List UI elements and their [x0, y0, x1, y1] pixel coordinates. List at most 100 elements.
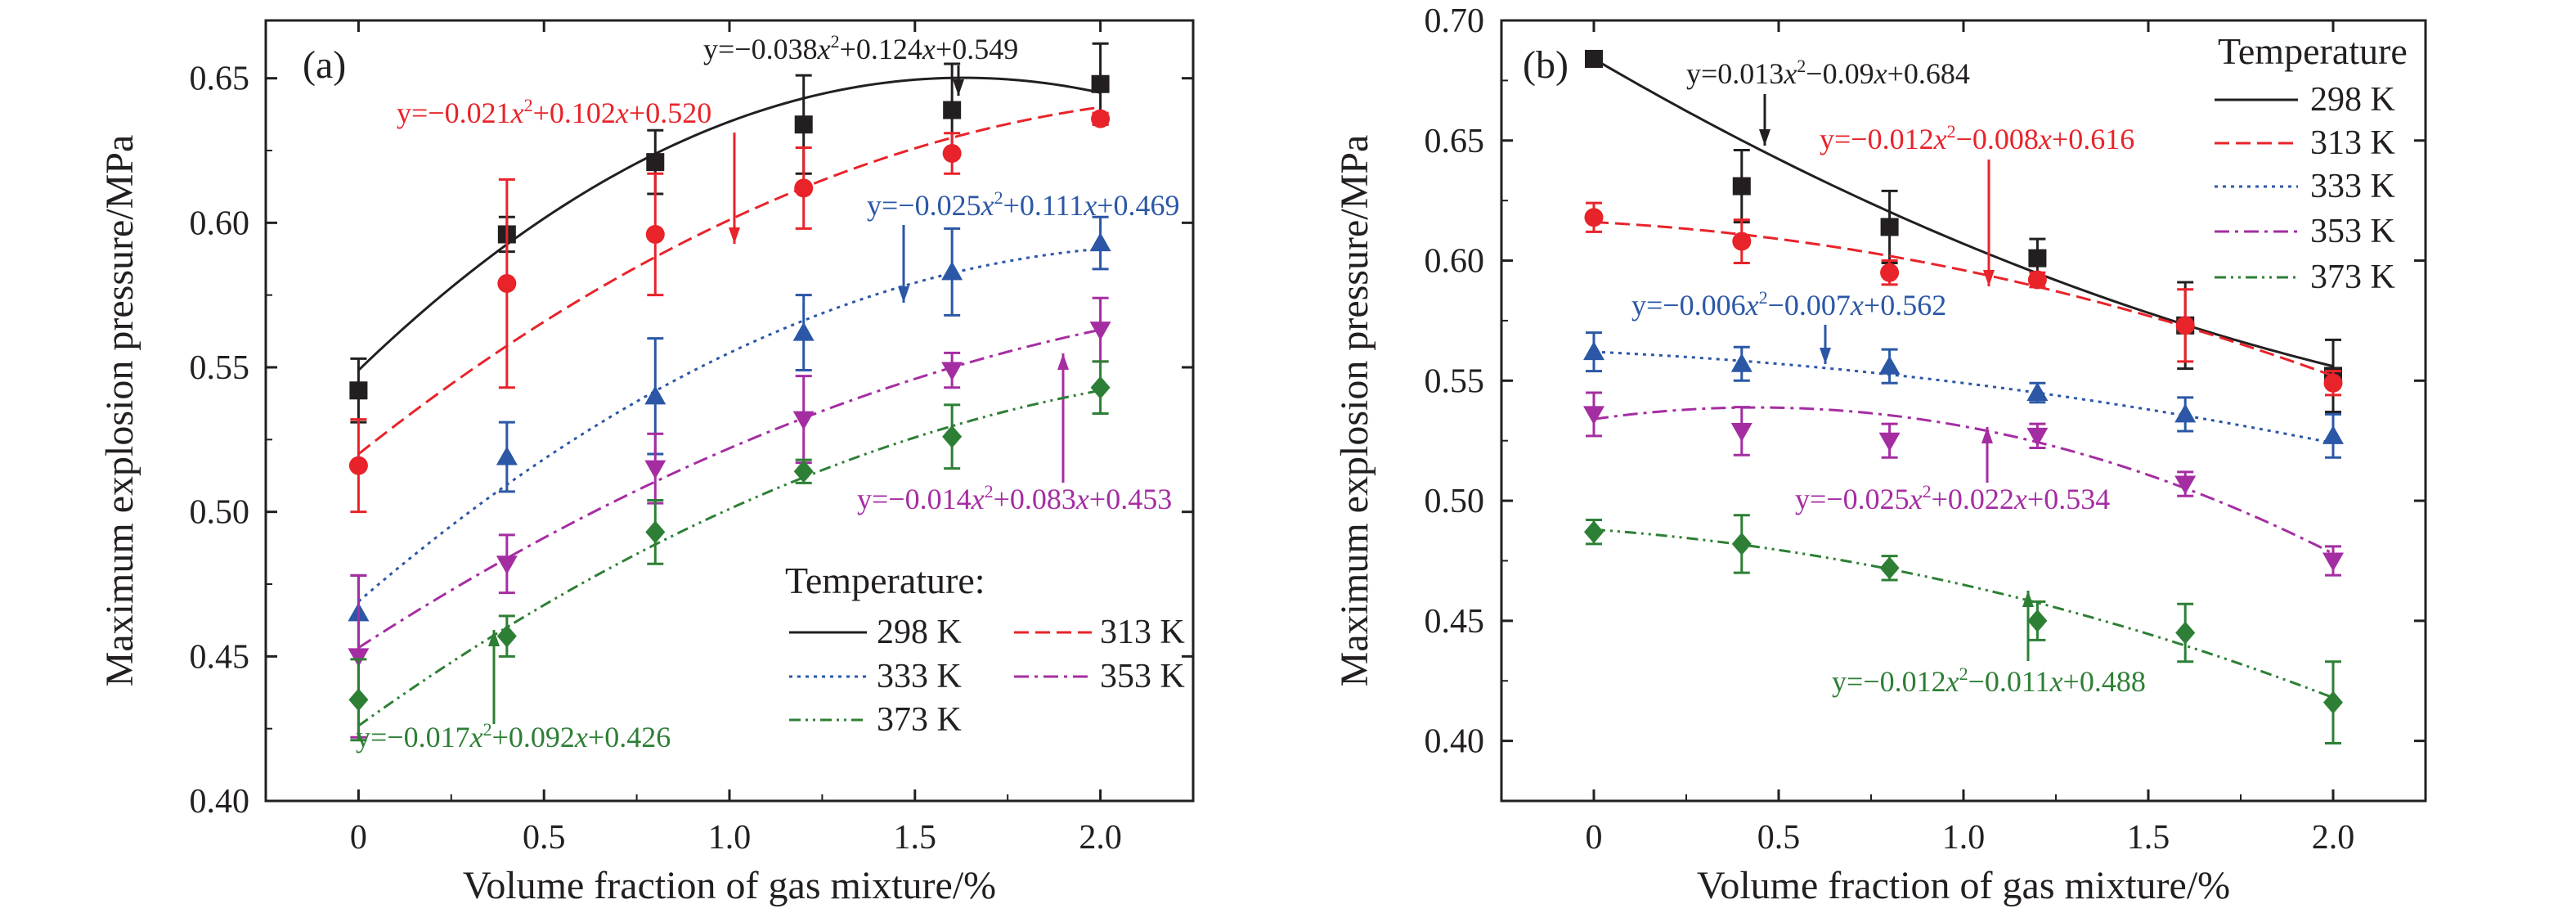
fit-equation: y=−0.012x2−0.011x+0.488: [1832, 663, 2146, 698]
arrow-head: [898, 286, 909, 303]
data-point: [1732, 177, 1751, 196]
data-point: [1089, 232, 1111, 252]
fit-curve: [1593, 406, 2334, 555]
data-point: [2027, 609, 2048, 632]
data-point: [2322, 552, 2344, 572]
y-tick-label: 0.45: [190, 638, 250, 676]
legend-label: 373 K: [2310, 259, 2395, 296]
data-point: [496, 624, 517, 648]
panel-b: 0 0.5 1.0 1.5 2.0 0.40 0.45 0.50 0.55 0.60 0.65 0.7…: [1333, 2, 2427, 907]
legend-label: 373 K: [877, 701, 962, 739]
data-point: [794, 115, 813, 134]
fit-curve: [357, 76, 1101, 371]
x-tick-label: 2.0: [2312, 819, 2355, 857]
y-tick-label: 0.50: [190, 494, 250, 532]
data-point: [1730, 353, 1752, 372]
data-point: [1730, 422, 1752, 442]
data-point: [1091, 74, 1110, 93]
data-point: [1090, 376, 1111, 399]
arrow-head: [2022, 591, 2034, 607]
data-point: [2026, 381, 2049, 401]
series-353-k: y=−0.025x2+0.022x+0.534: [1583, 391, 2344, 577]
legend-title: Temperature:: [785, 560, 985, 601]
legend-label: 353 K: [2310, 213, 2395, 250]
data-point: [349, 381, 368, 400]
fit-equation: y=−0.012x2−0.008x+0.616: [1820, 121, 2134, 155]
data-point: [496, 446, 518, 465]
y-tick-label: 0.40: [190, 783, 250, 821]
legend-label: 298 K: [877, 614, 962, 651]
arrow-head: [729, 227, 740, 244]
data-point: [645, 520, 666, 544]
data-point: [1878, 355, 1901, 375]
x-tick-label: 1.5: [2127, 819, 2170, 857]
x-tick-label: 1.0: [708, 819, 752, 857]
arrow-head: [1057, 353, 1069, 370]
arrow-head: [1983, 270, 1995, 286]
data-point: [1089, 322, 1111, 341]
data-point: [1880, 263, 1900, 282]
data-point: [1583, 406, 1604, 425]
data-point: [2322, 425, 2344, 444]
data-point: [792, 322, 815, 341]
data-point: [942, 144, 962, 164]
data-point: [793, 460, 814, 483]
data-point: [644, 385, 666, 405]
fit-curve: [357, 328, 1101, 649]
data-point: [646, 153, 665, 172]
y-tick-label: 0.55: [1425, 362, 1485, 400]
fit-curve: [1593, 528, 2334, 699]
legend-label: 353 K: [1100, 658, 1185, 695]
y-tick-label: 0.45: [1425, 603, 1485, 641]
series-298-k: y=−0.038x2+0.124x+0.549: [349, 31, 1110, 424]
series-373-k: y=−0.012x2−0.011x+0.488: [1584, 514, 2343, 745]
fit-curve: [1593, 221, 2334, 377]
fit-curve: [357, 389, 1101, 727]
fit-curve: [1593, 350, 2334, 445]
series-313-k: y=−0.012x2−0.008x+0.616: [1584, 121, 2343, 397]
data-point: [1731, 532, 1752, 555]
series-333-k: y=−0.025x2+0.111x+0.469: [348, 187, 1180, 652]
data-point: [1584, 208, 1604, 227]
x-tick-label: 2.0: [1079, 819, 1122, 857]
fit-equation: y=−0.017x2+0.092x+0.426: [356, 719, 671, 753]
data-point: [2027, 270, 2047, 290]
series-313-k: y=−0.021x2+0.102x+0.520: [348, 95, 1111, 514]
x-tick-label: 0: [350, 819, 367, 857]
y-axis-label: Maximum explosion pressure/MPa: [1333, 135, 1376, 687]
y-tick-label: 0.70: [1425, 2, 1485, 40]
fit-equation: y=−0.038x2+0.124x+0.549: [703, 31, 1018, 65]
fit-equation: y=−0.014x2+0.083x+0.453: [857, 481, 1172, 515]
data-point: [943, 101, 962, 119]
arrow-head: [1981, 427, 1993, 443]
arrow-head: [1820, 348, 1831, 364]
x-tick-label: 1.0: [1942, 819, 1986, 857]
series-373-k: y=−0.017x2+0.092x+0.426: [348, 360, 1111, 753]
legend-title: Temperature: [2218, 30, 2408, 72]
fit-equation: y=−0.025x2+0.022x+0.534: [1795, 481, 2110, 515]
data-point: [2174, 403, 2197, 423]
series-353-k: y=−0.014x2+0.083x+0.453: [348, 296, 1172, 739]
data-point: [1879, 556, 1900, 580]
arrow-head: [488, 630, 500, 646]
data-point: [644, 460, 666, 479]
data-point: [1583, 341, 1604, 361]
fit-equation: y=−0.021x2+0.102x+0.520: [397, 95, 711, 129]
arrow-head: [953, 79, 964, 96]
fit-curve: [357, 247, 1101, 603]
legend-label: 298 K: [2310, 81, 2395, 119]
data-point: [942, 425, 963, 448]
legend-label: 313 K: [2310, 124, 2395, 162]
data-point: [792, 411, 815, 430]
legend-label: 333 K: [2310, 168, 2395, 205]
arrow-head: [1759, 129, 1770, 146]
panel-label: (a): [303, 43, 346, 87]
y-tick-label: 0.55: [190, 349, 250, 387]
data-point: [1091, 109, 1111, 128]
legend-label: 333 K: [877, 658, 962, 695]
data-point: [1878, 432, 1901, 452]
data-point: [348, 648, 370, 668]
data-point: [496, 555, 518, 575]
data-point: [1880, 218, 1899, 236]
